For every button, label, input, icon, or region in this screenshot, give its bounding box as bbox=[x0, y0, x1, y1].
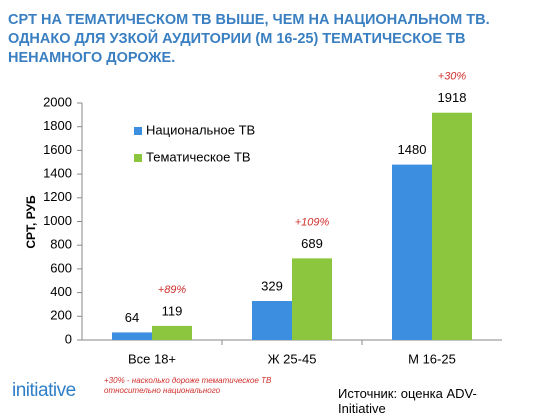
bar bbox=[392, 164, 432, 340]
bar bbox=[252, 301, 292, 340]
value-label: 329 bbox=[261, 278, 283, 293]
y-tick-label: 2000 bbox=[43, 94, 72, 109]
logo: initiative bbox=[12, 380, 76, 401]
value-label: 119 bbox=[162, 303, 183, 318]
bar bbox=[112, 332, 152, 340]
y-axis-label: CPT, РУБ bbox=[24, 195, 38, 249]
y-tick-label: 1400 bbox=[43, 166, 72, 181]
value-label: 1918 bbox=[438, 90, 467, 105]
legend-swatch bbox=[134, 127, 142, 135]
y-tick-label: 400 bbox=[50, 284, 72, 299]
y-tick-label: 0 bbox=[65, 331, 72, 346]
x-tick-label: Ж 25-45 bbox=[268, 351, 317, 366]
y-tick-label: 1000 bbox=[43, 213, 72, 228]
source: Источник: оценка ADV-Initiative bbox=[338, 386, 477, 416]
bar bbox=[432, 112, 472, 340]
legend-swatch bbox=[134, 154, 142, 162]
title-line: CPT НА ТЕМАТИЧЕСКОМ ТВ ВЫШЕ, ЧЕМ НА НАЦИ… bbox=[8, 12, 490, 28]
y-tick-label: 800 bbox=[50, 237, 72, 252]
title-line: НЕНАМНОГО ДОРОЖЕ. bbox=[8, 50, 175, 66]
x-tick-label: М 16-25 bbox=[408, 351, 456, 366]
legend-label: Национальное ТВ bbox=[146, 122, 255, 137]
value-label: 1480 bbox=[398, 142, 427, 157]
annotation: +89% bbox=[158, 284, 187, 296]
legend-label: Тематическое ТВ bbox=[146, 149, 251, 164]
title-line: ОДНАКО ДЛЯ УЗКОЙ АУДИТОРИИ (М 16-25) ТЕМ… bbox=[8, 29, 465, 47]
y-tick-label: 600 bbox=[50, 260, 72, 275]
y-tick-label: 1600 bbox=[43, 142, 72, 157]
value-label: 64 bbox=[125, 310, 139, 325]
x-tick-label: Все 18+ bbox=[128, 351, 176, 366]
y-tick-label: 1800 bbox=[43, 118, 72, 133]
annotation: +30% bbox=[438, 71, 467, 83]
annotation: +109% bbox=[295, 216, 330, 228]
y-tick-label: 200 bbox=[50, 308, 72, 323]
bar bbox=[292, 258, 332, 340]
value-label: 689 bbox=[301, 236, 323, 251]
y-tick-label: 1200 bbox=[43, 189, 72, 204]
bar bbox=[152, 325, 192, 340]
footnote: +30% - насколько дороже тематическое ТВ … bbox=[104, 376, 272, 395]
